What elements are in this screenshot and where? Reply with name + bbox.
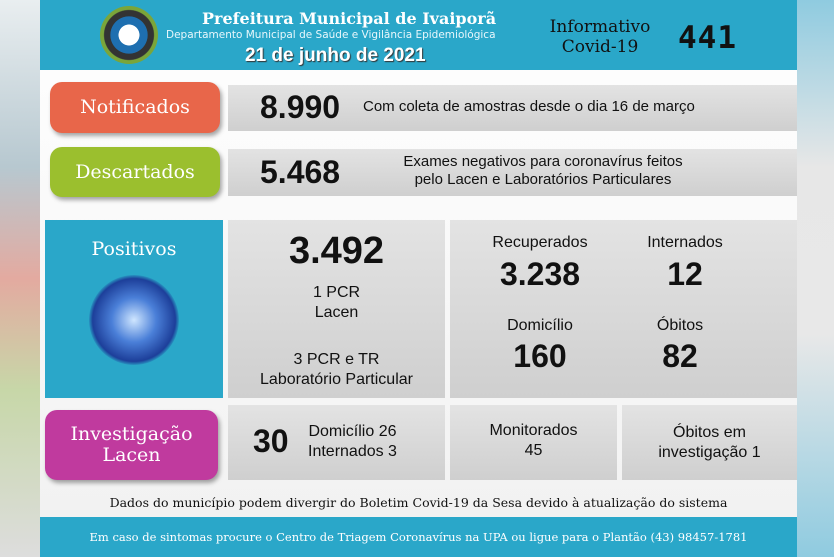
blurred-background-right xyxy=(797,0,834,557)
internados-value: 12 xyxy=(667,256,703,292)
positivos-panel: 3.492 1 PCR Lacen 3 PCR e TR Laboratório P… xyxy=(228,220,445,398)
obitos-label: Óbitos xyxy=(656,317,704,334)
domicilio-value: 160 xyxy=(513,338,567,374)
monitorados-panel: Monitorados 45 xyxy=(450,405,617,480)
footer: Em caso de sintomas procure o Centro de … xyxy=(40,517,797,557)
notificados-label: Notificados xyxy=(50,82,220,133)
investigacao-text: Investigação xyxy=(70,423,193,445)
notificados-bar: 8.990 Com coleta de amostras desde o dia… xyxy=(228,85,797,131)
covid-text: Covid-19 xyxy=(561,37,639,57)
header: Prefeitura Municipal de Ivaiporã Departa… xyxy=(40,0,797,70)
informativo-text: Informativo xyxy=(549,17,651,37)
monitorados-value: 45 xyxy=(524,442,543,459)
descartados-desc-2: pelo Lacen e Laboratórios Particulares xyxy=(414,171,672,188)
positivos-lab: 3 PCR e TR Laboratório Particular xyxy=(228,350,445,390)
header-department: Departamento Municipal de Saúde e Vigilâ… xyxy=(166,29,496,41)
investigacao-label: Investigação Lacen xyxy=(45,410,218,480)
municipal-coat-of-arms-logo xyxy=(100,6,158,64)
domicilio-label: Domicílio xyxy=(507,317,573,334)
lab-label: Laboratório Particular xyxy=(260,371,413,388)
obitos-value: 82 xyxy=(662,338,698,374)
obitos-investigacao-label: Óbitos em xyxy=(673,424,746,441)
investigacao-internados: Internados 3 xyxy=(308,443,397,460)
lacen-label: Lacen xyxy=(314,304,359,321)
notificados-value: 8.990 xyxy=(260,89,341,125)
notificados-desc: Com coleta de amostras desde o dia 16 de… xyxy=(363,98,695,115)
descartados-bar: 5.468 Exames negativos para coronavírus … xyxy=(228,149,797,196)
coronavirus-image xyxy=(89,275,179,365)
positivos-breakdown: Recuperados 3.238 Internados 12 Domicíli… xyxy=(450,220,797,398)
obitos-investigacao-panel: Óbitos em investigação 1 xyxy=(622,405,797,480)
investigacao-value: 30 xyxy=(253,423,289,459)
obitos-investigacao-value: investigação 1 xyxy=(658,444,761,461)
disclaimer: Dados do município podem divergir do Bol… xyxy=(109,495,728,510)
header-title: Prefeitura Municipal de Ivaiporã xyxy=(202,9,497,28)
bulletin-number: 441 xyxy=(678,20,737,56)
investigacao-panel: 30 Domicílio 26 Internados 3 xyxy=(228,405,445,480)
descartados-desc-1: Exames negativos para coronavírus feitos xyxy=(403,153,683,170)
investigacao-breakdown: Domicílio 26 Internados 3 xyxy=(308,422,397,462)
positivos-box: Positivos xyxy=(45,220,223,398)
positivos-value: 3.492 xyxy=(288,230,385,272)
infographic: Prefeitura Municipal de Ivaiporã Departa… xyxy=(40,0,797,557)
recuperados-value: 3.238 xyxy=(499,256,581,292)
positivos-label: Positivos xyxy=(91,238,177,260)
recuperados-label: Recuperados xyxy=(492,234,588,251)
descartados-value: 5.468 xyxy=(260,154,341,190)
monitorados-label: Monitorados xyxy=(489,422,578,439)
internados-label: Internados xyxy=(647,234,723,251)
lacen-text: Lacen xyxy=(102,444,161,466)
descartados-desc: Exames negativos para coronavírus feitos… xyxy=(378,153,708,189)
lacen-pcr: 1 PCR xyxy=(312,284,361,301)
lab-pcr-tr: 3 PCR e TR xyxy=(293,351,380,368)
header-date: 21 de junho de 2021 xyxy=(245,45,426,66)
investigacao-domicilio: Domicílio 26 xyxy=(308,423,397,440)
informativo-label: Informativo Covid-19 xyxy=(535,17,665,57)
blurred-background-left xyxy=(0,0,40,557)
positivos-lacen: 1 PCR Lacen xyxy=(228,283,445,323)
descartados-label: Descartados xyxy=(50,147,220,197)
